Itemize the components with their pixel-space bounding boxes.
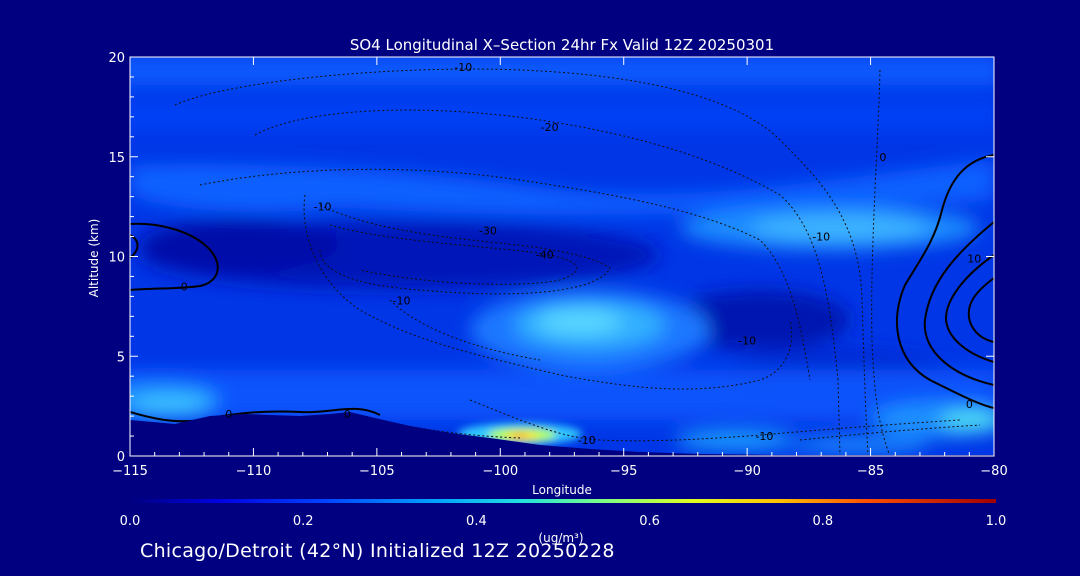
contour-label: -40 <box>536 249 554 262</box>
contour-label: -30 <box>479 225 497 238</box>
y-tick-label: 20 <box>108 51 125 66</box>
contour-label: -20 <box>541 121 559 134</box>
x-tick-label: −85 <box>857 464 884 479</box>
x-tick-label: −80 <box>980 464 1007 479</box>
x-tick-label: −110 <box>236 464 272 479</box>
x-tick-label: −100 <box>482 464 518 479</box>
x-tick-label: −115 <box>112 464 148 479</box>
colorbar-ticks: 0.0 0.2 0.4 0.6 0.8 1.0 <box>120 514 1007 529</box>
contour-label: -10 <box>454 61 472 74</box>
y-tick-label: 5 <box>117 350 125 365</box>
terrain <box>130 412 994 456</box>
contour-label: 10 <box>967 252 981 265</box>
y-tick-label: 0 <box>117 450 125 465</box>
colorbar-tick-label: 1.0 <box>986 514 1007 529</box>
contour-label: 0 <box>181 280 188 293</box>
colorbar-units: (ug/m³) <box>538 531 583 545</box>
colorbar-tick-label: 0.4 <box>466 514 487 529</box>
contour-label: 0 <box>966 398 973 411</box>
contour-label: -10 <box>578 434 596 447</box>
contour-label: -10 <box>738 334 756 347</box>
contour-label: -10 <box>314 201 332 214</box>
x-axis: −115 −110 −105 −100 −95 −90 −85 −80 <box>112 57 1008 479</box>
y-axis-label: Altitude (km) <box>87 219 101 298</box>
footer-caption: Chicago/Detroit (42°N) Initialized 12Z 2… <box>140 540 615 562</box>
contour-label: -10 <box>812 231 830 244</box>
x-tick-label: −105 <box>359 464 395 479</box>
colorbar-tick-label: 0.8 <box>812 514 833 529</box>
x-axis-label: Longitude <box>532 483 592 497</box>
chart-title: SO4 Longitudinal X–Section 24hr Fx Valid… <box>350 36 774 54</box>
contour-label: -10 <box>393 294 411 307</box>
contour-lines-zero-positive <box>130 154 994 423</box>
colorbar-tick-label: 0.0 <box>120 514 141 529</box>
colorbar-tick-label: 0.2 <box>293 514 314 529</box>
x-tick-label: −90 <box>733 464 760 479</box>
contour-labels: -10 -20 -30 -40 -10 -10 0 -10 10 -10 0 0 0 0 -10 -10 <box>181 61 981 447</box>
concentration-field <box>130 57 994 456</box>
contour-label: 0 <box>344 408 351 421</box>
y-axis: 0 5 10 15 20 <box>108 51 994 465</box>
y-tick-label: 15 <box>108 151 125 166</box>
colorbar-tick-label: 0.6 <box>639 514 660 529</box>
contour-label: 0 <box>225 408 232 421</box>
contour-label: -10 <box>755 430 773 443</box>
contour-label: 0 <box>879 151 886 164</box>
colorbar <box>130 499 996 503</box>
y-tick-label: 10 <box>108 251 125 266</box>
x-tick-label: −95 <box>610 464 637 479</box>
